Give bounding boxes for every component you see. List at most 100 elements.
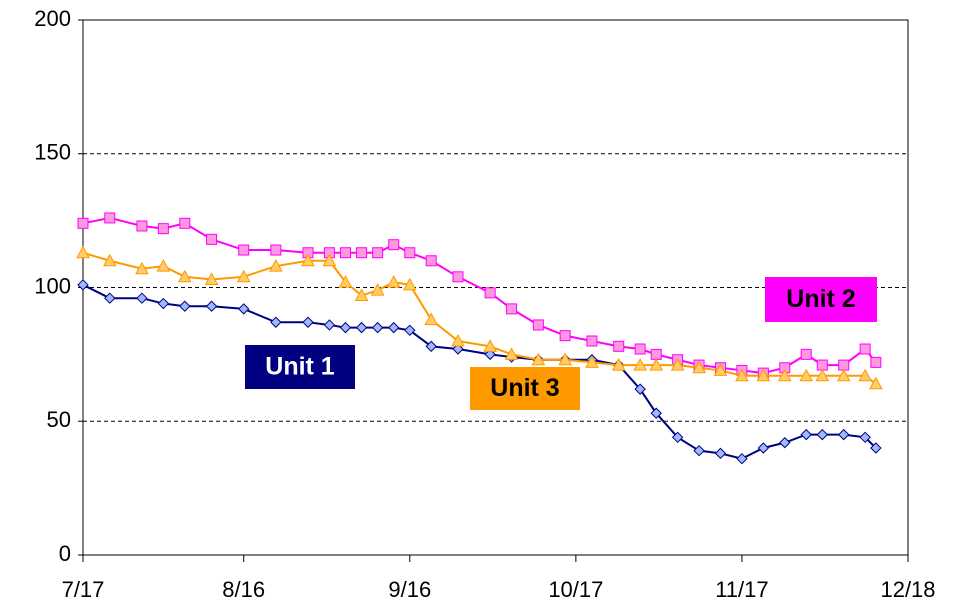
marker xyxy=(104,292,116,304)
marker xyxy=(205,300,218,312)
marker xyxy=(816,428,828,441)
marker xyxy=(586,335,598,347)
marker xyxy=(816,359,828,371)
marker xyxy=(777,368,792,382)
marker xyxy=(558,352,572,366)
x-tick-label: 9/16 xyxy=(388,577,431,602)
marker xyxy=(354,288,369,302)
marker xyxy=(340,247,351,259)
marker xyxy=(692,360,706,374)
marker xyxy=(799,368,814,382)
marker xyxy=(206,233,218,245)
marker xyxy=(404,324,416,337)
marker xyxy=(135,261,149,275)
marker xyxy=(404,247,416,259)
marker xyxy=(484,348,496,361)
marker xyxy=(532,319,544,331)
marker xyxy=(452,271,464,283)
marker xyxy=(800,348,812,360)
marker xyxy=(736,452,748,465)
marker xyxy=(870,356,882,368)
marker xyxy=(650,348,662,360)
marker xyxy=(388,321,400,334)
marker xyxy=(650,407,662,419)
marker xyxy=(451,333,465,347)
series xyxy=(76,245,883,390)
marker xyxy=(77,217,89,229)
marker xyxy=(270,244,282,256)
marker xyxy=(425,255,437,267)
marker xyxy=(713,363,728,376)
marker xyxy=(634,383,646,395)
marker xyxy=(339,321,352,334)
marker xyxy=(204,272,219,285)
y-tick-label: 100 xyxy=(34,273,71,298)
y-tick-label: 50 xyxy=(47,407,71,432)
marker xyxy=(693,444,705,457)
marker xyxy=(838,428,850,441)
marker xyxy=(859,431,871,444)
marker xyxy=(338,275,353,288)
marker xyxy=(323,319,336,331)
x-tick-label: 8/16 xyxy=(222,577,265,602)
marker xyxy=(483,339,497,352)
marker xyxy=(270,316,282,328)
marker xyxy=(157,297,170,310)
marker xyxy=(425,340,437,353)
marker xyxy=(269,259,283,272)
series-line xyxy=(82,251,877,385)
marker xyxy=(372,247,384,259)
marker xyxy=(370,283,385,296)
marker xyxy=(858,368,872,382)
series-label-box xyxy=(765,277,877,322)
marker xyxy=(388,239,400,251)
marker xyxy=(238,244,250,256)
marker xyxy=(779,436,791,449)
marker xyxy=(756,368,771,382)
marker xyxy=(735,368,749,382)
series-label-box xyxy=(470,367,580,410)
marker xyxy=(671,431,684,444)
x-tick-label: 12/18 xyxy=(880,577,935,602)
marker xyxy=(452,343,464,355)
series-label: Unit 1 xyxy=(265,353,335,381)
marker xyxy=(156,259,171,272)
marker xyxy=(104,212,116,224)
marker xyxy=(179,217,191,229)
series xyxy=(77,212,882,379)
marker xyxy=(634,343,646,355)
marker xyxy=(613,340,625,352)
marker xyxy=(800,428,812,441)
marker xyxy=(102,253,117,267)
marker xyxy=(633,358,647,371)
x-tick-label: 10/17 xyxy=(548,577,603,602)
marker xyxy=(504,347,519,360)
marker xyxy=(236,269,251,283)
marker xyxy=(76,245,90,259)
x-tick-label: 7/17 xyxy=(62,577,105,602)
marker xyxy=(302,316,314,328)
marker xyxy=(322,253,337,267)
marker xyxy=(559,330,571,342)
marker xyxy=(301,253,315,267)
marker xyxy=(836,368,851,382)
y-tick-label: 0 xyxy=(59,541,71,566)
marker xyxy=(136,220,148,232)
marker xyxy=(355,321,368,334)
marker xyxy=(177,269,192,283)
marker xyxy=(136,292,148,304)
marker xyxy=(238,303,250,315)
marker xyxy=(585,355,599,368)
marker xyxy=(859,343,871,355)
y-tick-label: 150 xyxy=(34,140,71,165)
series-label-box xyxy=(245,345,355,389)
marker xyxy=(157,223,169,235)
marker xyxy=(77,279,89,291)
series-line xyxy=(82,216,877,375)
y-tick-label: 200 xyxy=(34,6,71,31)
marker xyxy=(402,277,417,291)
marker xyxy=(424,312,439,326)
marker xyxy=(670,358,685,371)
x-tick-label: 11/17 xyxy=(715,577,768,602)
